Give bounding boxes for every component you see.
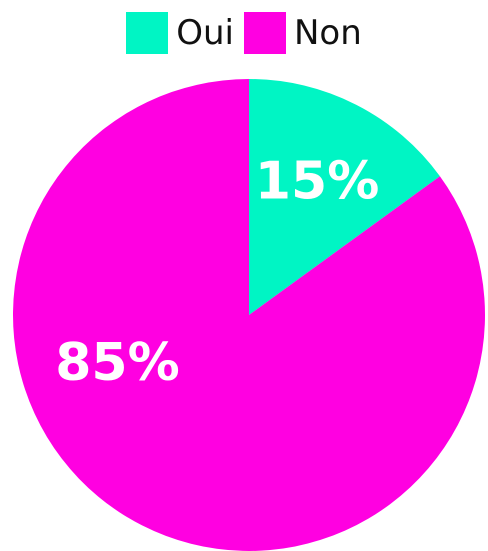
legend-label-non: Non <box>293 13 362 53</box>
pie-slices <box>13 79 485 551</box>
pie-labels: 15% 85% <box>55 151 379 393</box>
pie-slice-oui <box>249 79 440 315</box>
legend-item-non: Non <box>243 12 362 54</box>
legend-swatch-oui <box>126 12 169 54</box>
pie-slice-non <box>13 79 485 551</box>
legend-item-oui: Oui <box>126 12 234 54</box>
legend-label-oui: Oui <box>176 13 234 53</box>
legend-swatch-non <box>243 12 286 54</box>
data-label-oui: 15% <box>255 151 379 211</box>
data-label-non: 85% <box>55 333 179 393</box>
chart-legend: Oui Non <box>0 8 488 58</box>
